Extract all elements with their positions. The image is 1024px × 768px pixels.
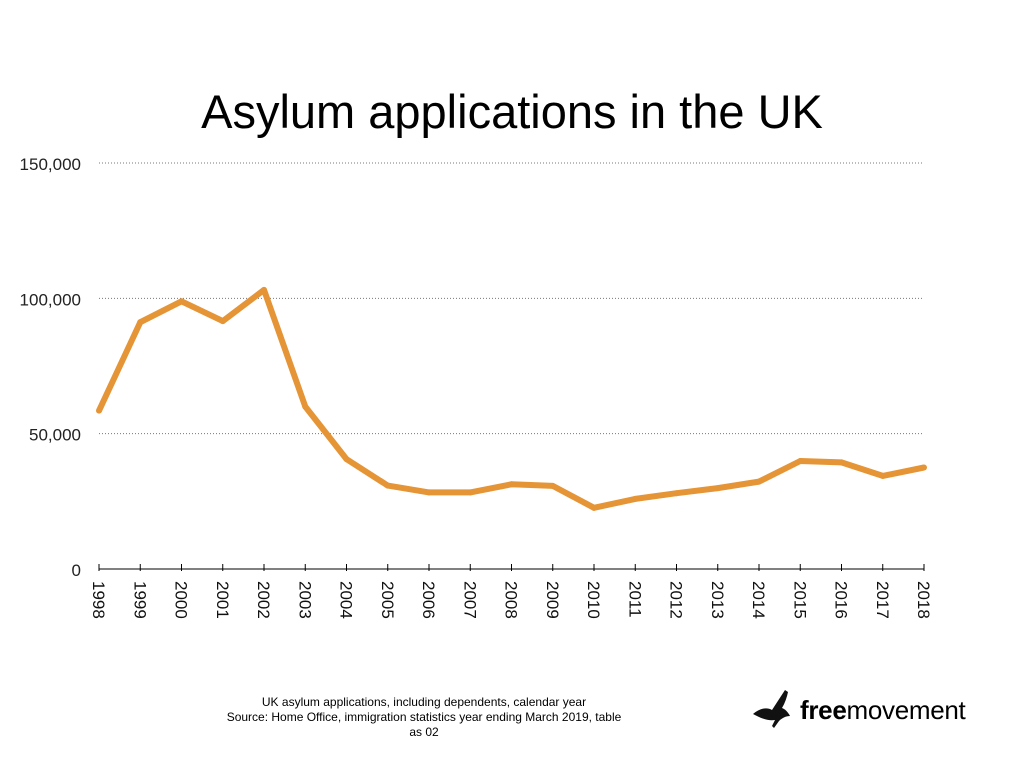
data-point: [921, 464, 927, 471]
x-tick-label: 2001: [213, 581, 232, 619]
x-tick-label: 2002: [254, 581, 273, 619]
data-point: [302, 403, 309, 410]
data-point: [549, 482, 556, 489]
x-tick-label: 2007: [460, 581, 479, 619]
data-point: [384, 482, 391, 489]
data-point: [96, 407, 102, 414]
data-point: [756, 478, 762, 485]
x-tick-label: 2006: [419, 581, 438, 619]
data-point: [219, 318, 226, 325]
logo-regular-text: movement: [846, 695, 966, 725]
data-point: [261, 286, 267, 293]
freemovement-logo: freemovement: [752, 688, 982, 732]
data-point: [343, 456, 350, 463]
data-point: [797, 458, 804, 465]
y-tick-label: 100,000: [20, 290, 81, 309]
data-point: [673, 490, 680, 497]
x-tick-label: 2009: [543, 581, 562, 619]
x-tick-label: 2005: [378, 581, 397, 619]
caption-source: Source: Home Office, immigration statist…: [226, 710, 622, 739]
bird-icon: [753, 690, 790, 728]
x-tick-label: 2014: [749, 581, 768, 619]
x-tick-label: 2018: [914, 581, 933, 619]
x-tick-label: 2017: [873, 581, 892, 619]
x-tick-label: 2003: [295, 581, 314, 619]
x-tick-label: 2004: [337, 581, 356, 619]
y-tick-label: 150,000: [20, 155, 81, 174]
x-tick-label: 2016: [832, 581, 851, 619]
logo-bold-text: free: [800, 695, 847, 725]
data-point: [508, 481, 515, 488]
x-tick-label: 2015: [790, 581, 809, 619]
y-tick-label: 50,000: [29, 426, 81, 445]
data-point: [178, 298, 185, 305]
chart-title: Asylum applications in the UK: [201, 85, 823, 138]
x-tick-label: 2000: [172, 581, 191, 619]
data-point: [591, 504, 597, 511]
data-point: [426, 489, 432, 496]
logo-wordmark: freemovement: [800, 695, 966, 725]
chart-caption: UK asylum applications, including depend…: [224, 695, 624, 740]
x-tick-label: 2012: [667, 581, 686, 619]
x-tick-label: 1999: [130, 581, 149, 619]
data-point: [838, 459, 845, 466]
data-point: [632, 495, 639, 502]
y-tick-label: 0: [72, 561, 81, 580]
data-point: [467, 489, 474, 496]
caption-description: UK asylum applications, including depend…: [261, 695, 587, 709]
data-point: [879, 472, 886, 479]
x-tick-label: 1998: [89, 581, 108, 619]
x-tick-label: 2011: [625, 581, 644, 618]
x-tick-label: 2010: [584, 581, 603, 619]
x-tick-label: 2013: [708, 581, 727, 619]
x-tick-label: 2008: [502, 581, 521, 619]
data-point: [714, 485, 721, 492]
data-point: [137, 319, 144, 326]
